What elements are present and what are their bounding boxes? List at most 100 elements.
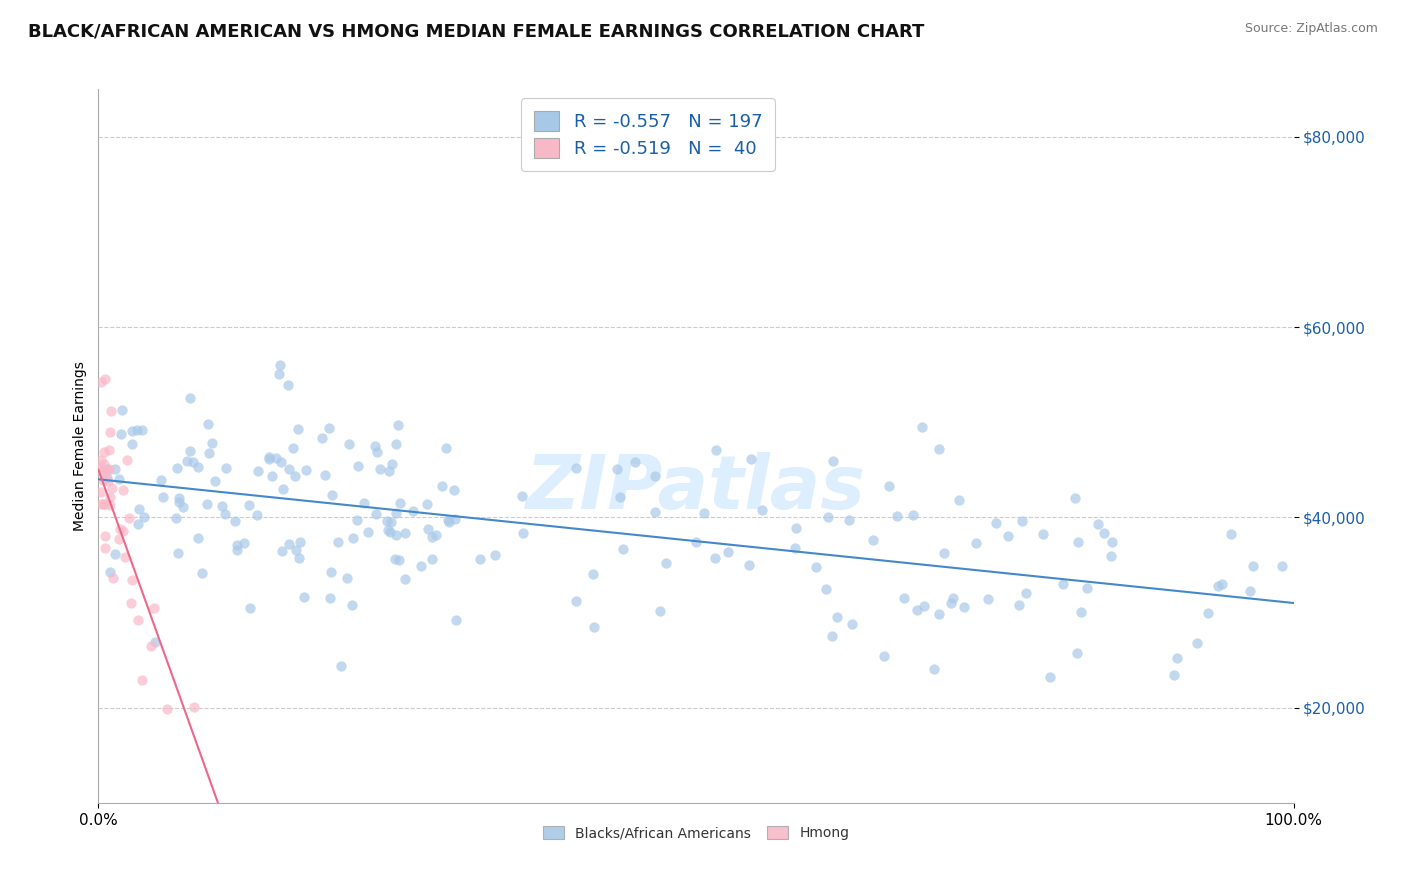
Point <box>565 594 588 608</box>
Point <box>394 572 416 586</box>
Point <box>1032 526 1054 541</box>
Point <box>418 523 440 537</box>
Point <box>167 494 190 508</box>
Point <box>384 551 406 566</box>
Point <box>387 417 409 432</box>
Point <box>948 492 970 507</box>
Point <box>751 503 773 517</box>
Point <box>143 634 166 648</box>
Point <box>385 507 408 521</box>
Point <box>841 617 863 632</box>
Point <box>238 600 260 615</box>
Point <box>380 515 402 529</box>
Point <box>1064 491 1087 505</box>
Point <box>932 546 955 560</box>
Point <box>267 367 290 381</box>
Point <box>284 468 307 483</box>
Point <box>1271 558 1294 573</box>
Point <box>717 545 740 559</box>
Point <box>104 547 127 561</box>
Point <box>257 450 280 465</box>
Point <box>609 490 631 504</box>
Point <box>420 552 443 566</box>
Point <box>512 489 534 503</box>
Point <box>821 629 844 643</box>
Point <box>100 498 122 512</box>
Point <box>997 529 1019 543</box>
Point <box>318 420 340 434</box>
Point <box>278 536 301 550</box>
Point <box>288 535 311 549</box>
Point <box>340 598 363 612</box>
Point <box>226 538 249 552</box>
Point <box>139 639 162 653</box>
Point <box>468 552 491 566</box>
Point <box>271 544 294 558</box>
Point <box>214 507 236 521</box>
Point <box>211 499 233 513</box>
Point <box>893 591 915 606</box>
Point <box>823 454 845 468</box>
Point <box>183 699 205 714</box>
Text: Source: ZipAtlas.com: Source: ZipAtlas.com <box>1244 22 1378 36</box>
Point <box>1052 577 1074 591</box>
Point <box>388 496 411 510</box>
Point <box>91 473 114 487</box>
Point <box>1066 646 1088 660</box>
Point <box>131 673 153 687</box>
Point <box>128 502 150 516</box>
Point <box>117 511 139 525</box>
Point <box>901 508 924 522</box>
Point <box>965 536 987 550</box>
Point <box>321 487 343 501</box>
Point <box>319 565 342 579</box>
Point <box>187 532 209 546</box>
Point <box>224 514 246 528</box>
Point <box>101 481 124 495</box>
Point <box>110 427 132 442</box>
Point <box>650 604 672 618</box>
Point <box>100 404 122 418</box>
Point <box>838 513 860 527</box>
Point <box>942 591 965 606</box>
Point <box>1197 606 1219 620</box>
Point <box>328 534 350 549</box>
Point <box>114 550 136 565</box>
Point <box>266 451 288 466</box>
Point <box>693 506 716 520</box>
Point <box>738 558 761 573</box>
Point <box>1101 535 1123 549</box>
Text: ZIPatlas: ZIPatlas <box>526 452 866 525</box>
Point <box>115 452 138 467</box>
Point <box>565 460 588 475</box>
Point <box>94 372 117 386</box>
Point <box>186 459 208 474</box>
Point <box>90 453 112 467</box>
Point <box>295 463 318 477</box>
Point <box>93 445 115 459</box>
Point <box>90 459 112 474</box>
Point <box>434 441 457 455</box>
Point <box>1163 667 1185 681</box>
Point <box>94 541 117 555</box>
Point <box>582 566 605 581</box>
Point <box>484 548 506 562</box>
Point <box>200 435 222 450</box>
Point <box>167 546 190 560</box>
Point <box>1241 559 1264 574</box>
Point <box>93 466 115 480</box>
Point <box>319 591 342 606</box>
Point <box>1099 549 1122 563</box>
Point <box>385 437 408 451</box>
Point <box>606 461 628 475</box>
Point <box>121 596 143 610</box>
Point <box>1166 651 1188 665</box>
Point <box>785 521 807 535</box>
Point <box>425 528 447 542</box>
Point <box>121 437 143 451</box>
Point <box>167 491 190 505</box>
Point <box>127 517 149 532</box>
Point <box>1187 636 1209 650</box>
Point <box>112 483 135 497</box>
Point <box>385 528 408 542</box>
